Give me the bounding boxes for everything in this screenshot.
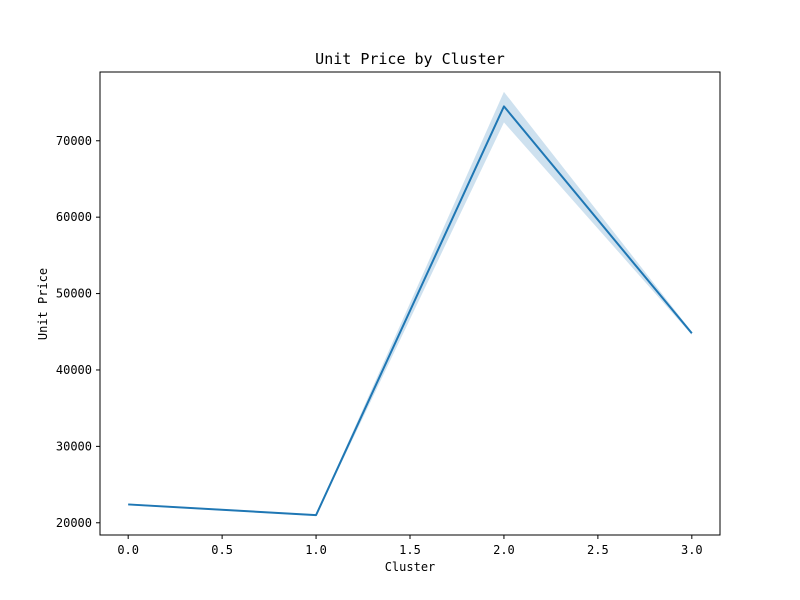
chart-title: Unit Price by Cluster <box>315 50 505 68</box>
x-tick-label: 3.0 <box>681 543 703 557</box>
y-tick-label: 60000 <box>56 210 92 224</box>
x-tick-label: 2.5 <box>587 543 609 557</box>
x-tick-label: 0.5 <box>211 543 233 557</box>
y-tick-label: 30000 <box>56 439 92 453</box>
y-axis-ticks: 20000 30000 40000 50000 60000 70000 <box>56 134 100 530</box>
x-tick-label: 0.0 <box>117 543 139 557</box>
y-tick-label: 40000 <box>56 363 92 377</box>
y-axis-label: Unit Price <box>36 268 50 340</box>
plot-frame <box>99 71 721 536</box>
series-line-0 <box>128 105 693 517</box>
x-axis-ticks: 0.0 0.5 1.0 1.5 2.0 2.5 3.0 <box>117 535 703 557</box>
x-tick-label: 1.5 <box>399 543 421 557</box>
y-tick-label: 70000 <box>56 134 92 148</box>
y-tick-label: 20000 <box>56 516 92 530</box>
x-axis-label: Cluster <box>385 560 436 574</box>
plot-area <box>128 91 693 517</box>
y-tick-label: 50000 <box>56 287 92 301</box>
x-tick-label: 2.0 <box>493 543 515 557</box>
confidence-band-0 <box>128 91 692 516</box>
x-tick-label: 1.0 <box>305 543 327 557</box>
